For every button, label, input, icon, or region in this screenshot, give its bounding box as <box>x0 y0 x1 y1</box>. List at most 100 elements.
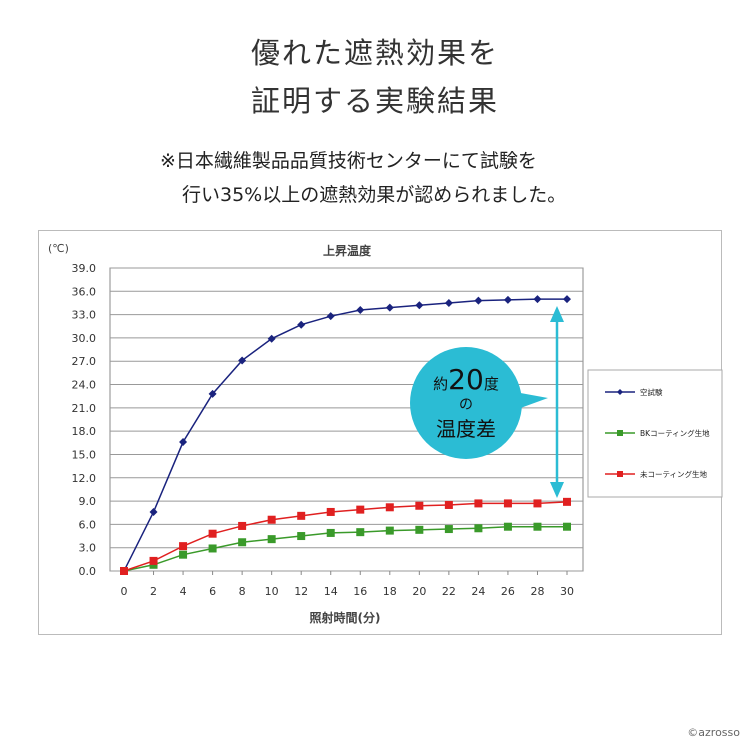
y-tick-label: 21.0 <box>72 402 97 415</box>
x-tick-label: 0 <box>121 585 128 598</box>
data-point <box>208 529 217 538</box>
data-point <box>238 521 247 530</box>
data-point <box>385 303 394 312</box>
x-tick-label: 16 <box>353 585 367 598</box>
data-point <box>179 438 188 447</box>
data-point <box>356 505 365 514</box>
y-tick-label: 0.0 <box>79 565 97 578</box>
callout-bottom: 温度差 <box>436 417 496 441</box>
data-point <box>120 567 128 575</box>
data-point <box>444 298 453 307</box>
series-line <box>123 501 568 572</box>
data-point <box>563 522 571 531</box>
data-point <box>385 526 394 535</box>
legend-label: 未コーティング生地 <box>640 469 708 479</box>
x-tick-label: 2 <box>150 585 157 598</box>
y-tick-label: 24.0 <box>72 379 97 392</box>
data-point <box>444 525 453 534</box>
data-point <box>503 295 512 304</box>
copyright: ©azrosso <box>687 726 740 739</box>
data-point <box>149 507 158 516</box>
data-point <box>474 296 483 305</box>
data-point <box>533 522 542 531</box>
data-point <box>238 538 247 547</box>
note-line-1: ※日本繊維製品品質技術センターにて試験を <box>160 150 537 172</box>
data-point <box>267 515 276 524</box>
legend-marker <box>617 471 623 477</box>
data-point <box>415 301 424 310</box>
y-axis-unit: (℃) <box>48 242 69 255</box>
data-point <box>267 334 276 343</box>
arrow-head-down <box>550 482 564 498</box>
note-line-2: 行い35%以上の遮熱効果が認められました。 <box>182 184 567 206</box>
data-point <box>267 535 276 544</box>
data-point <box>208 389 217 398</box>
legend-label: BKコーティング生地 <box>640 428 710 438</box>
data-point <box>179 542 188 551</box>
y-tick-label: 36.0 <box>72 285 97 298</box>
x-axis-label: 照射時間(分) <box>310 610 381 625</box>
data-point <box>563 497 571 506</box>
data-point <box>149 556 158 565</box>
heading-line-2: 証明する実験結果 <box>250 84 499 118</box>
x-tick-label: 8 <box>239 585 246 598</box>
data-point <box>415 525 424 534</box>
x-tick-label: 30 <box>560 585 574 598</box>
legend-label: 空試験 <box>640 387 663 397</box>
data-point <box>326 528 335 537</box>
data-point <box>238 356 247 365</box>
callout-circle <box>410 347 522 459</box>
y-tick-label: 33.0 <box>72 309 97 322</box>
x-tick-label: 24 <box>471 585 485 598</box>
data-point <box>385 503 394 512</box>
data-point <box>326 312 335 321</box>
data-point <box>415 501 424 510</box>
data-point <box>297 511 306 520</box>
y-tick-label: 15.0 <box>72 448 97 461</box>
x-tick-label: 22 <box>442 585 456 598</box>
data-point <box>474 524 483 533</box>
x-tick-label: 4 <box>180 585 187 598</box>
chart-title: 上昇温度 <box>323 243 372 258</box>
y-tick-label: 30.0 <box>72 332 97 345</box>
data-point <box>563 295 571 304</box>
data-point <box>208 544 217 553</box>
data-point <box>297 532 306 541</box>
callout-pointer <box>515 392 548 410</box>
x-tick-label: 18 <box>383 585 397 598</box>
data-point <box>533 499 542 508</box>
series-line <box>123 298 567 572</box>
legend-marker <box>617 389 623 395</box>
legend-marker <box>617 430 623 436</box>
y-tick-label: 9.0 <box>79 495 97 508</box>
data-point <box>444 500 453 509</box>
x-tick-label: 6 <box>209 585 216 598</box>
y-tick-label: 27.0 <box>72 355 97 368</box>
callout-middle: の <box>459 397 473 413</box>
data-point <box>474 499 483 508</box>
data-point <box>356 528 365 537</box>
callout: 約20度 の 温度差 <box>410 306 564 498</box>
arrow-head-up <box>550 306 564 322</box>
y-tick-label: 39.0 <box>72 262 97 275</box>
x-tick-label: 10 <box>265 585 279 598</box>
y-tick-label: 18.0 <box>72 425 97 438</box>
data-point <box>179 550 188 559</box>
x-tick-label: 28 <box>530 585 544 598</box>
x-tick-label: 14 <box>324 585 338 598</box>
data-point <box>326 507 335 516</box>
series-line <box>123 525 567 572</box>
data-point <box>297 320 306 329</box>
x-tick-label: 12 <box>294 585 308 598</box>
x-tick-label: 20 <box>412 585 426 598</box>
x-tick-label: 26 <box>501 585 515 598</box>
data-point <box>356 305 365 314</box>
data-point <box>503 522 512 531</box>
heading-line-1: 優れた遮熱効果を <box>250 36 499 70</box>
callout-top: 約20度 <box>433 363 499 396</box>
data-point <box>533 295 542 304</box>
y-tick-label: 12.0 <box>72 472 97 485</box>
y-tick-label: 6.0 <box>79 518 97 531</box>
data-point <box>503 499 512 508</box>
